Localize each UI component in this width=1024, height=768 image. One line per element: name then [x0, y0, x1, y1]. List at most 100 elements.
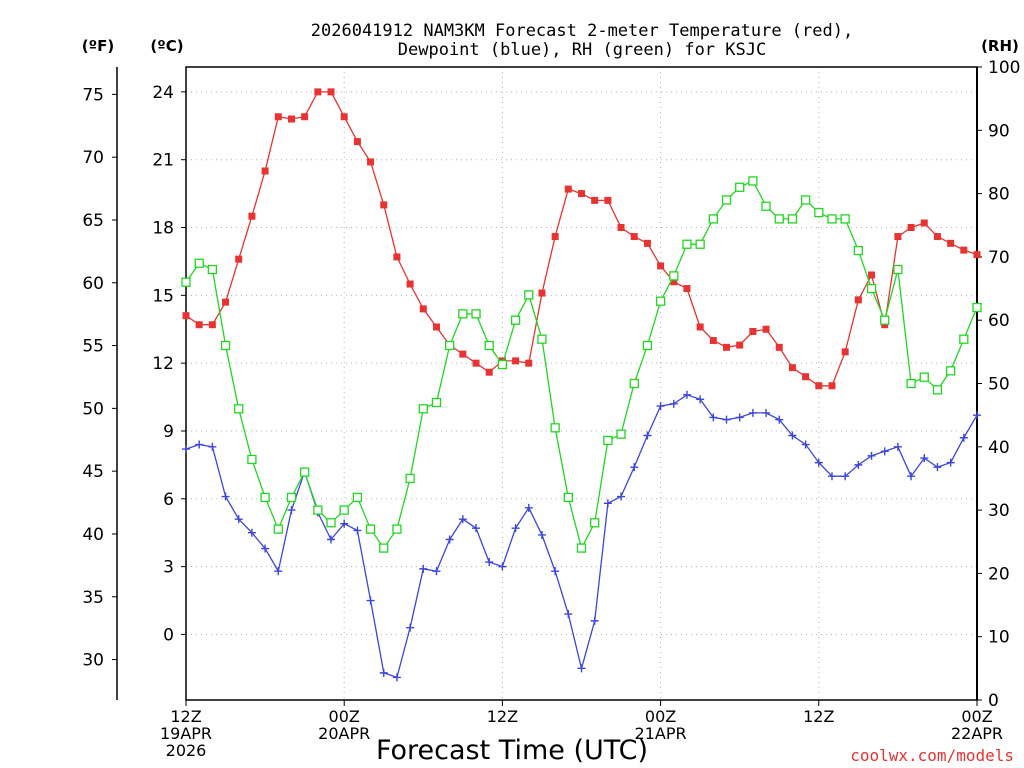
dewpoint-point	[696, 395, 705, 404]
dewpoint-point	[801, 440, 810, 449]
rh-point	[563, 492, 573, 503]
temperature-point	[551, 233, 559, 241]
series-dewpoint	[182, 390, 981, 682]
rh-point	[919, 372, 929, 382]
rh-point	[497, 359, 508, 370]
rh-point	[299, 467, 310, 477]
dewpoint-point	[366, 596, 375, 605]
rh-point	[405, 473, 415, 484]
rh-point	[972, 302, 982, 313]
temperature-point	[736, 341, 744, 349]
c-tick-label: 3	[163, 558, 174, 578]
rh-point	[247, 454, 257, 465]
dewpoint-point	[841, 472, 850, 481]
rh-tick-label: 40	[988, 438, 1010, 458]
dewpoint-point	[537, 530, 546, 539]
temperature-point	[222, 298, 230, 306]
axes	[116, 66, 978, 701]
dewpoint-point	[406, 623, 415, 632]
dewpoint-point	[182, 445, 190, 454]
rh-point	[392, 524, 402, 534]
rh-point	[880, 315, 890, 325]
temperature-point	[512, 357, 520, 365]
temperature-point	[775, 343, 783, 351]
x-axis-title: Forecast Time (UTC)	[376, 735, 648, 766]
dewpoint-point	[234, 515, 243, 524]
f-tick-label: 55	[82, 337, 104, 357]
dewpoint-point	[643, 431, 652, 440]
rh-point	[827, 214, 837, 224]
temperature-point	[973, 251, 981, 259]
temperature-point	[287, 115, 295, 123]
dewpoint-point	[788, 431, 797, 440]
dewpoint-point	[920, 454, 929, 463]
rh-tick-label: 60	[988, 311, 1010, 331]
rh-point	[379, 543, 389, 553]
temperature-point	[564, 185, 572, 193]
dewpoint-point	[458, 515, 467, 524]
temperature-point	[406, 280, 414, 288]
rh-point	[603, 435, 613, 446]
temperature-point	[723, 343, 731, 351]
rh-point	[234, 404, 244, 414]
temperature-point	[340, 113, 348, 121]
f-tick-label: 40	[82, 525, 104, 545]
rh-point	[669, 271, 679, 281]
f-tick-label: 75	[82, 85, 104, 105]
dewpoint-point	[603, 499, 612, 508]
rh-tick-label: 100	[988, 58, 1020, 78]
temperature-point	[815, 382, 823, 390]
dewpoint-point	[353, 526, 362, 535]
dewpoint-point	[472, 524, 481, 533]
rh-point	[365, 524, 376, 534]
grid-lines	[185, 67, 978, 700]
rh-point	[840, 214, 850, 224]
rh-point	[866, 283, 877, 294]
temperature-point	[248, 212, 256, 220]
x-tick-label: 22APR	[951, 724, 1003, 743]
rh-point	[945, 366, 956, 376]
temperature-point	[762, 325, 770, 333]
temperature-point	[828, 382, 836, 390]
rh-point	[959, 334, 969, 344]
rh-tick-label: 30	[988, 501, 1010, 521]
dewpoint-point	[498, 562, 507, 571]
dewpoint-point	[630, 463, 639, 472]
series-rh	[181, 176, 982, 553]
dewpoint-point	[827, 472, 836, 481]
c-tick-label: 6	[163, 490, 174, 510]
dewpoint-point	[617, 492, 626, 501]
c-tick-label: 21	[152, 151, 174, 171]
dewpoint-point	[392, 673, 401, 682]
dewpoint-point	[261, 544, 270, 553]
temperature-point	[525, 359, 533, 367]
temperature-point	[960, 246, 968, 254]
rh-point	[326, 518, 336, 528]
rh-point	[207, 264, 218, 275]
chart-title-line2: Dewpoint (blue), RH (green) for KSJC	[398, 40, 766, 60]
rh-tick-label: 80	[988, 185, 1010, 205]
temperature-point	[657, 262, 665, 270]
temperature-line	[185, 91, 978, 387]
rh-point	[853, 245, 863, 256]
temperature-point	[868, 271, 876, 279]
temperature-point	[670, 278, 678, 286]
dewpoint-point	[722, 415, 731, 424]
temperature-point	[538, 289, 546, 297]
dewpoint-point	[551, 567, 560, 576]
dewpoint-point	[893, 442, 902, 451]
rh-unit-label: (RH)	[981, 37, 1019, 55]
rh-line	[185, 180, 978, 550]
dewpoint-point	[524, 503, 533, 512]
temperature-point	[208, 321, 216, 329]
dewpoint-point	[907, 472, 916, 481]
temperature-point	[788, 364, 796, 372]
rh-point	[695, 239, 705, 249]
rh-point	[616, 429, 626, 439]
temperature-point	[261, 167, 269, 175]
rh-point	[286, 492, 297, 503]
dewpoint-point	[775, 415, 784, 424]
temperature-point	[485, 368, 493, 376]
x-tick-label: 21APR	[635, 724, 687, 743]
